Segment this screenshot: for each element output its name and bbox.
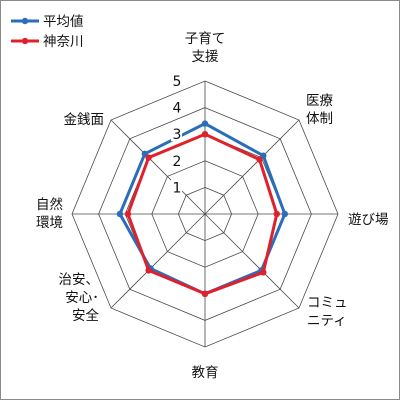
tick-label-bg-5 bbox=[171, 73, 182, 88]
data-point-1-0 bbox=[201, 131, 209, 138]
spoke-3 bbox=[204, 213, 300, 309]
legend-marker-0 bbox=[21, 17, 29, 25]
legend-marker-1 bbox=[21, 37, 29, 45]
tick-label-4: 4 bbox=[173, 101, 182, 117]
data-point-1-2 bbox=[273, 210, 280, 218]
category-label-5-0: 治安、 bbox=[59, 272, 100, 288]
tick-label-bg-4 bbox=[171, 99, 182, 115]
spoke-7 bbox=[110, 119, 206, 215]
category-label-7-0: 金銭面 bbox=[64, 112, 105, 128]
category-label-3-0: コミュ bbox=[307, 295, 348, 311]
category-label-6-0: 自然 bbox=[36, 196, 63, 213]
tick-label-2: 2 bbox=[173, 154, 182, 170]
tick-label-1: 1 bbox=[173, 180, 182, 196]
data-point-1-1 bbox=[256, 156, 263, 163]
tick-label-bg-1 bbox=[171, 179, 182, 195]
data-point-0-2 bbox=[281, 210, 288, 218]
tick-label-bg-3 bbox=[171, 126, 182, 142]
category-label-1-1: 体制 bbox=[306, 111, 333, 127]
spoke-5 bbox=[110, 213, 206, 309]
category-label-0-1: 支援 bbox=[192, 49, 219, 65]
category-label-4-0: 教育 bbox=[192, 365, 219, 381]
data-point-1-6 bbox=[124, 210, 132, 218]
data-point-0-6 bbox=[116, 210, 124, 218]
category-label-5-1: 安心･ bbox=[65, 290, 99, 306]
tick-label-bg-2 bbox=[171, 152, 182, 168]
data-point-1-5 bbox=[145, 267, 152, 274]
tick-label-5: 5 bbox=[173, 74, 182, 90]
category-label-2-0: 遊び場 bbox=[348, 212, 389, 228]
data-point-0-0 bbox=[201, 120, 209, 127]
tick-label-3: 3 bbox=[173, 127, 182, 143]
legend-label-1: 神奈川 bbox=[43, 34, 84, 50]
category-label-3-1: ニティ bbox=[307, 313, 347, 329]
data-point-1-3 bbox=[260, 269, 267, 276]
data-point-1-7 bbox=[145, 154, 152, 161]
category-label-5-2: 安全 bbox=[72, 307, 99, 324]
data-point-1-4 bbox=[201, 290, 209, 297]
category-label-0-0: 子育て bbox=[185, 31, 226, 47]
legend-label-0: 平均値 bbox=[43, 14, 84, 30]
category-label-6-1: 環境 bbox=[36, 215, 63, 231]
category-label-1-0: 医療 bbox=[306, 92, 333, 109]
spoke-1 bbox=[204, 119, 300, 215]
